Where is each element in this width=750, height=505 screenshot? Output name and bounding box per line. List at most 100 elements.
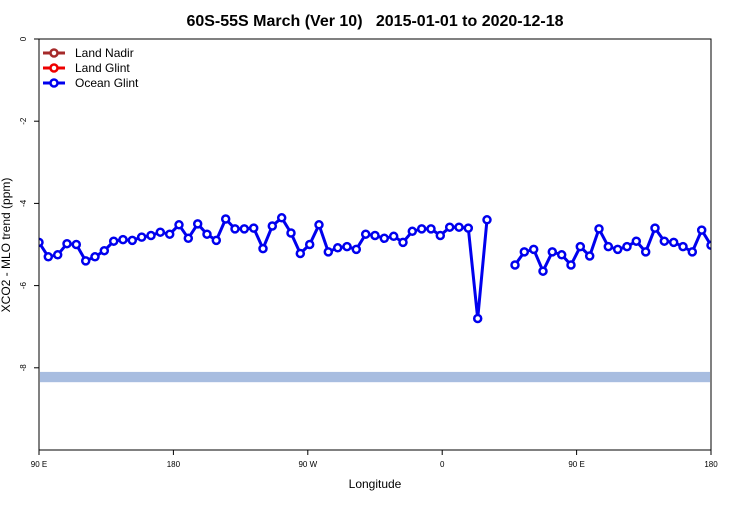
data-point [166, 231, 173, 238]
data-point [82, 257, 89, 264]
data-point [316, 221, 323, 228]
data-point [204, 231, 211, 238]
data-point [73, 241, 80, 248]
data-point [362, 231, 369, 238]
data-point [717, 239, 724, 246]
legend-marker [51, 50, 58, 57]
data-point [456, 224, 463, 231]
chart-title: 60S-55S March (Ver 10) 2015-01-01 to 202… [186, 13, 563, 30]
data-point [129, 237, 136, 244]
data-point [344, 243, 351, 250]
data-point [698, 227, 705, 234]
data-point [381, 235, 388, 242]
data-point [605, 243, 612, 250]
data-point [540, 268, 547, 275]
data-point [353, 246, 360, 253]
data-point [176, 221, 183, 228]
data-point [390, 233, 397, 240]
data-point [306, 241, 313, 248]
data-point [596, 225, 603, 232]
data-point [484, 216, 491, 223]
data-point [558, 251, 565, 258]
data-point [54, 251, 61, 258]
data-point [745, 240, 750, 247]
data-point [325, 248, 332, 255]
data-point [64, 240, 71, 247]
y-tick-label: -4 [19, 199, 28, 207]
series-group [36, 214, 750, 322]
x-tick-label: 180 [167, 460, 181, 469]
data-point [624, 243, 631, 250]
data-point [652, 225, 659, 232]
data-point [437, 232, 444, 239]
data-point [661, 238, 668, 245]
x-tick-label: 180 [704, 460, 718, 469]
data-point [241, 225, 248, 232]
data-point [288, 230, 295, 237]
data-point [194, 220, 201, 227]
data-point [120, 236, 127, 243]
legend-marker [51, 65, 58, 72]
x-tick-label: 90 E [31, 460, 47, 469]
y-tick-label: -6 [19, 281, 28, 289]
data-point [372, 232, 379, 239]
reference-band [40, 372, 710, 382]
y-axis-label: XCO2 - MLO trend (ppm) [0, 178, 13, 313]
data-point [269, 223, 276, 230]
x-tick-label: 90 W [298, 460, 317, 469]
data-point [577, 243, 584, 250]
data-point [260, 245, 267, 252]
data-point [334, 244, 341, 251]
data-point [474, 315, 481, 322]
data-point [232, 225, 239, 232]
y-tick-label: -8 [19, 364, 28, 372]
data-point [297, 250, 304, 257]
data-point [586, 253, 593, 260]
data-point [726, 253, 733, 260]
data-point [549, 248, 556, 255]
legend-label: Ocean Glint [75, 76, 139, 90]
plot-area: 90 E 180 90 W 0 90 E 180 0 -2 -4 -6 -8 Land NadirLa… [19, 36, 750, 469]
data-point [110, 238, 117, 245]
data-point [250, 225, 257, 232]
data-point [409, 228, 416, 235]
x-axis-label: Longitude [349, 477, 402, 491]
legend-marker [51, 80, 58, 87]
legend-label: Land Nadir [75, 46, 134, 60]
data-point [670, 239, 677, 246]
data-point [568, 262, 575, 269]
data-point [157, 229, 164, 236]
x-tick-label: 90 E [568, 460, 584, 469]
y-tick-label: -2 [19, 117, 28, 125]
data-point [418, 225, 425, 232]
y-tick-label: 0 [19, 36, 28, 41]
data-point [736, 251, 743, 258]
x-tick-label: 0 [440, 460, 445, 469]
data-point [680, 243, 687, 250]
data-point [138, 234, 145, 241]
data-point [633, 238, 640, 245]
data-point [278, 214, 285, 221]
data-point [185, 235, 192, 242]
data-point [222, 216, 229, 223]
data-point [101, 247, 108, 254]
series-line-segment [515, 224, 750, 271]
data-point [512, 262, 519, 269]
data-point [614, 246, 621, 253]
data-point [92, 253, 99, 260]
data-point [446, 224, 453, 231]
data-point [689, 248, 696, 255]
data-point [45, 253, 52, 260]
legend-label: Land Glint [75, 61, 130, 75]
data-point [213, 237, 220, 244]
data-point [465, 225, 472, 232]
data-point [642, 248, 649, 255]
data-point [521, 248, 528, 255]
data-point [428, 225, 435, 232]
data-point [148, 232, 155, 239]
data-point [400, 239, 407, 246]
data-point [530, 246, 537, 253]
